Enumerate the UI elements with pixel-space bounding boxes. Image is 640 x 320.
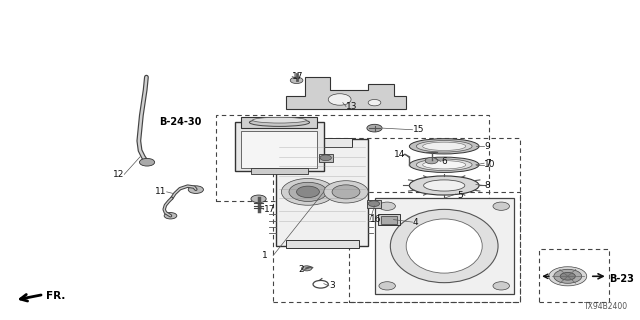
Circle shape bbox=[328, 94, 351, 105]
Ellipse shape bbox=[253, 117, 307, 123]
Text: FR.: FR. bbox=[46, 292, 66, 301]
Circle shape bbox=[164, 212, 177, 219]
Text: 12: 12 bbox=[113, 170, 124, 179]
Text: TX94B2400: TX94B2400 bbox=[584, 302, 628, 311]
Circle shape bbox=[290, 77, 303, 84]
Bar bbox=[381, 216, 397, 224]
Circle shape bbox=[560, 272, 575, 280]
Ellipse shape bbox=[417, 159, 472, 171]
Circle shape bbox=[368, 201, 380, 206]
Text: 11: 11 bbox=[155, 188, 166, 196]
Bar bbox=[216, 116, 488, 201]
Text: 3: 3 bbox=[329, 281, 335, 290]
Text: 13: 13 bbox=[346, 102, 358, 111]
Circle shape bbox=[251, 195, 266, 203]
Circle shape bbox=[188, 186, 204, 194]
Ellipse shape bbox=[410, 139, 479, 154]
Text: B-23: B-23 bbox=[609, 275, 634, 284]
Circle shape bbox=[301, 266, 312, 271]
Circle shape bbox=[320, 155, 332, 161]
Text: B-24-30: B-24-30 bbox=[159, 117, 202, 127]
Text: 7: 7 bbox=[485, 159, 491, 168]
Circle shape bbox=[554, 269, 582, 283]
Text: 10: 10 bbox=[484, 160, 495, 169]
Bar bbox=[241, 117, 317, 128]
Text: 8: 8 bbox=[484, 181, 490, 190]
Bar bbox=[273, 138, 520, 302]
Text: 17: 17 bbox=[292, 72, 303, 81]
Circle shape bbox=[289, 182, 327, 201]
Ellipse shape bbox=[422, 161, 466, 169]
Text: 17: 17 bbox=[264, 205, 275, 214]
Text: 2: 2 bbox=[298, 265, 303, 275]
Text: 6: 6 bbox=[441, 157, 447, 166]
Circle shape bbox=[324, 181, 368, 203]
Circle shape bbox=[296, 186, 319, 197]
Bar bbox=[241, 131, 317, 168]
Text: 5: 5 bbox=[457, 190, 463, 200]
Bar bbox=[349, 192, 520, 302]
Ellipse shape bbox=[410, 176, 479, 195]
Ellipse shape bbox=[406, 219, 482, 273]
Text: 15: 15 bbox=[413, 125, 424, 134]
Ellipse shape bbox=[410, 157, 479, 172]
Bar bbox=[289, 138, 353, 147]
Bar bbox=[235, 122, 324, 171]
Circle shape bbox=[493, 202, 509, 210]
Circle shape bbox=[282, 179, 335, 205]
Bar bbox=[540, 249, 609, 302]
Ellipse shape bbox=[250, 118, 310, 126]
Text: 16: 16 bbox=[370, 215, 381, 224]
Bar bbox=[367, 200, 381, 208]
Ellipse shape bbox=[417, 140, 472, 152]
Text: 14: 14 bbox=[394, 150, 405, 159]
Bar bbox=[276, 139, 368, 246]
Circle shape bbox=[425, 157, 438, 164]
Text: 9: 9 bbox=[484, 142, 490, 151]
Ellipse shape bbox=[424, 180, 465, 191]
Text: 1: 1 bbox=[262, 251, 268, 260]
Bar bbox=[251, 168, 308, 174]
Ellipse shape bbox=[390, 209, 498, 283]
Circle shape bbox=[367, 124, 382, 132]
Polygon shape bbox=[286, 77, 406, 109]
Bar bbox=[286, 240, 358, 248]
Circle shape bbox=[493, 282, 509, 290]
Circle shape bbox=[379, 202, 396, 210]
Polygon shape bbox=[374, 198, 514, 294]
Circle shape bbox=[332, 185, 360, 199]
Bar bbox=[378, 214, 400, 225]
Bar bbox=[319, 154, 333, 162]
Circle shape bbox=[140, 158, 155, 166]
Text: 4: 4 bbox=[413, 218, 418, 227]
Circle shape bbox=[379, 282, 396, 290]
Ellipse shape bbox=[422, 142, 466, 150]
Circle shape bbox=[548, 267, 587, 286]
Circle shape bbox=[368, 100, 381, 106]
